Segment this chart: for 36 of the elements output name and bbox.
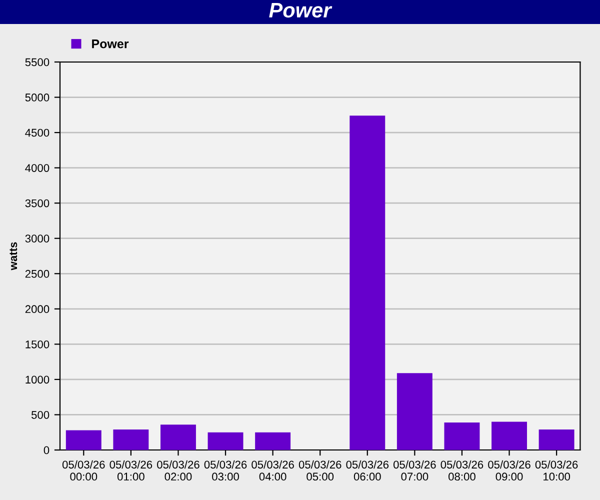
y-tick-label: 5500 xyxy=(25,58,50,66)
y-tick-label: 0 xyxy=(44,446,50,454)
y-tick-label: 500 xyxy=(31,410,50,419)
x-tick-label: 05/03/26 06:00 xyxy=(346,460,389,481)
x-tick-label: 05/03/26 00:00 xyxy=(62,460,105,481)
y-axis-title: watts xyxy=(10,242,18,270)
bar xyxy=(492,422,527,450)
bar xyxy=(208,432,244,450)
x-tick-label: 05/03/26 04:00 xyxy=(252,460,294,481)
x-tick-label: 05/03/26 07:00 xyxy=(393,460,436,481)
x-tick-label: 05/03/26 05:00 xyxy=(298,460,342,481)
x-tick-label: 05/03/26 03:00 xyxy=(204,460,247,481)
x-tick-label: 05/03/26 02:00 xyxy=(157,460,200,481)
y-tick-label: 4500 xyxy=(25,128,50,137)
bar xyxy=(160,424,196,450)
bar xyxy=(350,116,386,450)
y-tick-label: 3000 xyxy=(25,234,50,242)
x-tick-label: 05/03/26 01:00 xyxy=(110,460,152,481)
legend-label: Power xyxy=(92,40,129,48)
y-tick-label: 3500 xyxy=(25,199,50,208)
y-tick-label: 1500 xyxy=(26,340,50,348)
y-tick-label: 5000 xyxy=(25,94,50,102)
y-tick-label: 4000 xyxy=(25,164,50,172)
y-tick-label: 1000 xyxy=(26,376,50,384)
x-tick-label: 05/03/26 08:00 xyxy=(440,460,484,481)
bar xyxy=(255,432,291,450)
y-tick-label: 2000 xyxy=(25,305,50,314)
bar xyxy=(444,422,480,450)
chart-title: Power xyxy=(269,3,332,18)
bar xyxy=(538,430,574,450)
bar xyxy=(396,373,432,450)
y-tick-label: 2500 xyxy=(25,270,50,278)
x-tick-label: 05/03/26 09:00 xyxy=(488,460,530,481)
x-tick-label: 05/03/26 10:00 xyxy=(535,460,578,481)
bar xyxy=(66,430,102,450)
bar xyxy=(113,430,149,450)
